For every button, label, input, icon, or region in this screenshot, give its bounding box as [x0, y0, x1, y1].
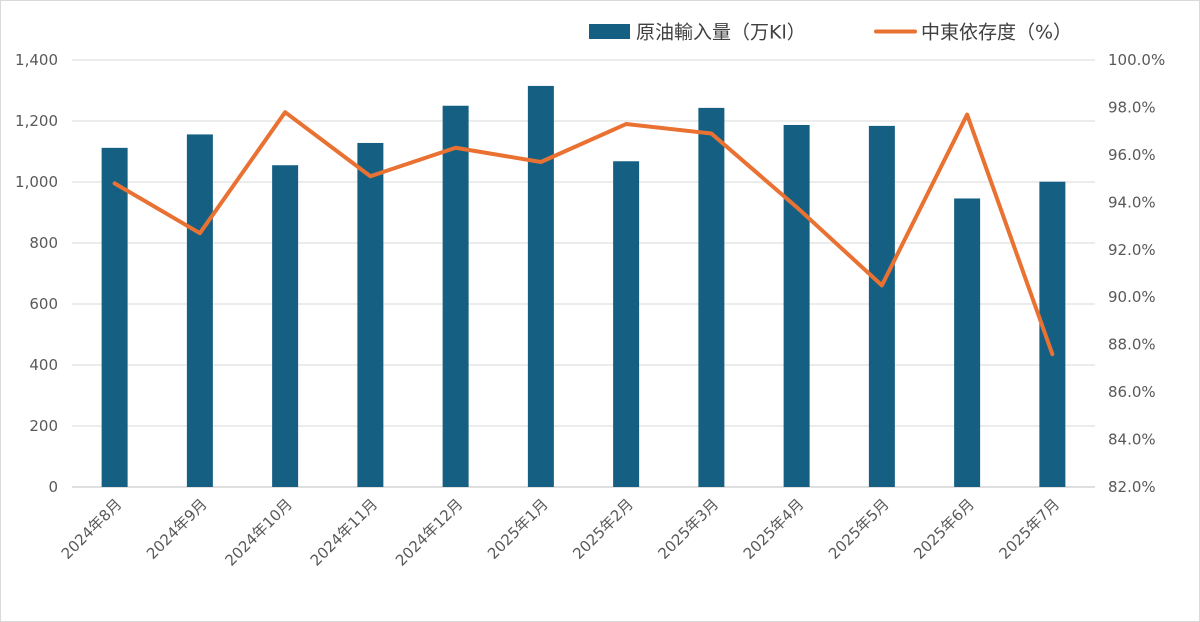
y-right-tick-label: 98.0% — [1108, 98, 1156, 116]
x-tick-label: 2025年3月 — [655, 495, 723, 563]
bar — [698, 107, 725, 487]
line-series — [112, 110, 1055, 357]
x-tick-label: 2025年6月 — [910, 495, 978, 563]
y-right-tick-label: 92.0% — [1108, 241, 1156, 259]
x-tick-label: 2025年5月 — [825, 495, 893, 563]
x-tick-label: 2025年7月 — [996, 495, 1064, 563]
bar — [272, 165, 299, 487]
y-left-tick-label: 0 — [48, 478, 58, 496]
line-path — [112, 110, 1055, 357]
y-right-tick-label: 88.0% — [1108, 336, 1156, 354]
bar — [954, 198, 981, 487]
x-tick-label: 2024年10月 — [222, 495, 296, 569]
y-right-tick-label: 94.0% — [1108, 193, 1156, 211]
bar — [101, 147, 128, 487]
bar — [527, 85, 554, 488]
y-right-tick-label: 100.0% — [1108, 51, 1165, 69]
y-left-tick-label: 1,200 — [15, 112, 58, 130]
legend-swatch-imports — [589, 24, 630, 39]
y-axis-right: 82.0% 84.0% 86.0% 88.0% 90.0% 92.0% 94.0% 96.0%… — [1108, 51, 1165, 496]
x-tick-label: 2025年1月 — [484, 495, 552, 563]
y-axis-left: 0 200 400 600 800 1,000 1,200 1,400 — [15, 51, 58, 496]
x-tick-label: 2025年4月 — [740, 495, 808, 563]
gridlines — [72, 59, 1095, 488]
x-tick-label: 2024年12月 — [392, 495, 466, 569]
legend-label-imports: 原油輸入量（万Kl） — [636, 22, 806, 44]
bar — [868, 125, 895, 487]
y-right-tick-label: 86.0% — [1108, 383, 1156, 401]
x-axis: 2024年8月 2024年9月 2024年10月 2024年11月 2024年12月 20… — [58, 495, 1063, 569]
y-left-tick-label: 1,400 — [15, 51, 58, 69]
legend-label-mideast-dependency: 中東依存度（%） — [921, 22, 1072, 44]
y-right-tick-label: 90.0% — [1108, 288, 1156, 306]
y-left-tick-label: 1,000 — [15, 173, 58, 191]
x-tick-label: 2025年2月 — [569, 495, 637, 563]
y-left-tick-label: 200 — [29, 417, 58, 435]
x-tick-label: 2024年9月 — [143, 495, 211, 563]
x-tick-label: 2024年8月 — [58, 495, 126, 563]
bar — [357, 142, 384, 487]
bar — [186, 134, 213, 488]
x-tick-label: 2024年11月 — [307, 495, 381, 569]
bar — [442, 105, 469, 487]
y-right-tick-label: 96.0% — [1108, 146, 1156, 164]
y-right-tick-label: 82.0% — [1108, 478, 1156, 496]
y-right-tick-label: 84.0% — [1108, 431, 1156, 449]
y-left-tick-label: 600 — [29, 295, 58, 313]
y-left-tick-label: 400 — [29, 356, 58, 374]
bar — [783, 124, 810, 487]
legend: 原油輸入量（万Kl） 中東依存度（%） — [589, 22, 1072, 44]
bar — [613, 161, 640, 487]
bar-series — [101, 85, 1066, 488]
y-left-tick-label: 800 — [29, 234, 58, 252]
